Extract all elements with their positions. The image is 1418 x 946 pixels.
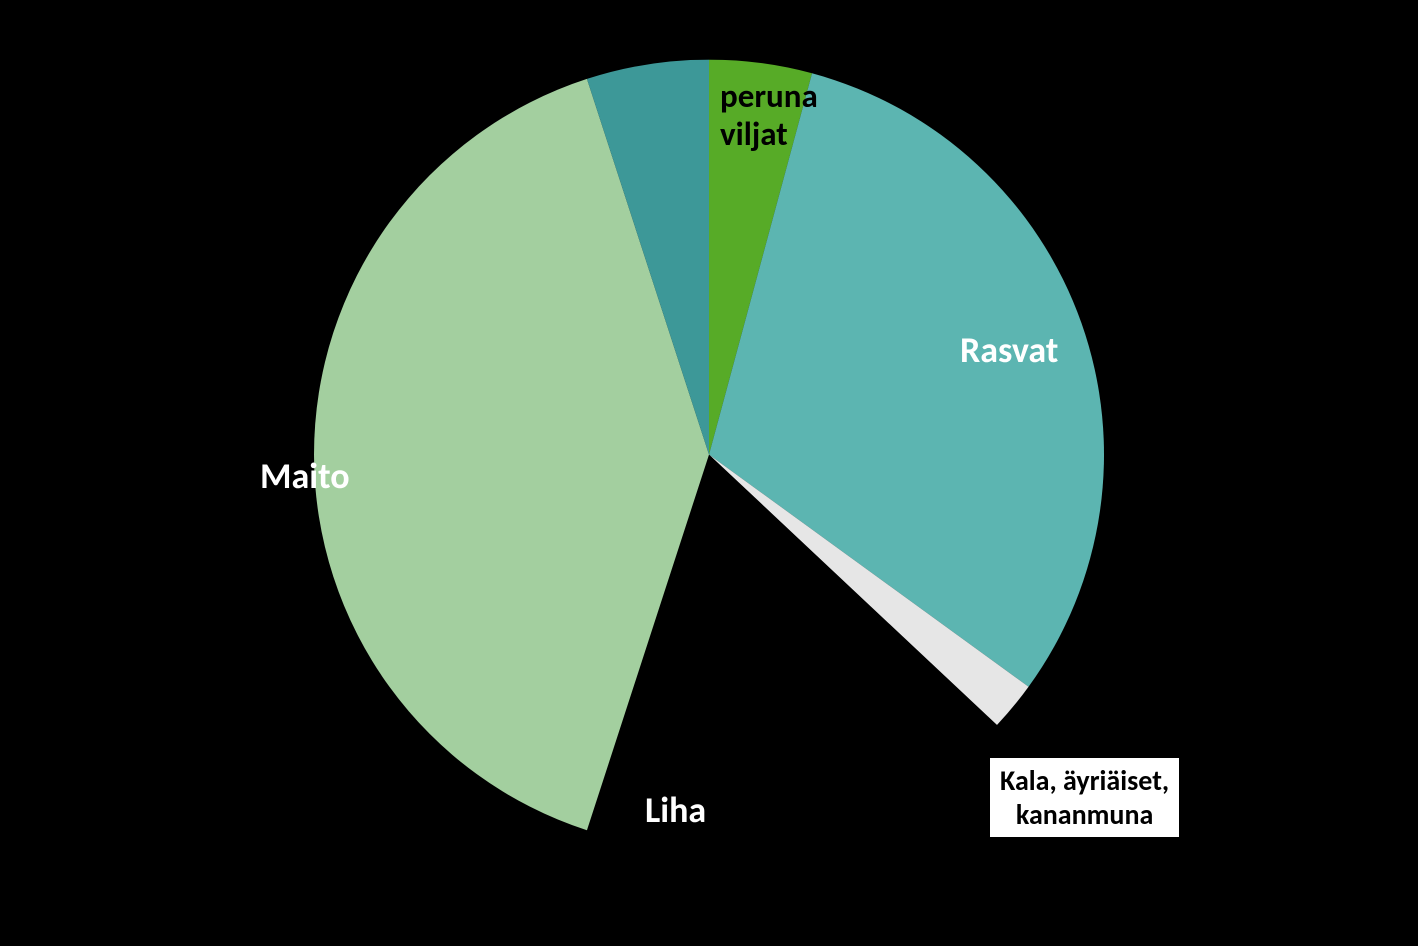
label-kala-line2: kananmuna [1000,798,1169,832]
label-liha: Liha [645,790,706,831]
label-rasvat: Rasvat [960,330,1058,371]
label-kala-line1: Kala, äyriäiset, [1000,764,1169,798]
label-peruna-line2: viljat [720,116,818,154]
label-maito: Maito [260,456,350,497]
label-kala: Kala, äyriäiset, kananmuna [990,758,1179,837]
label-peruna-line1: peruna [720,78,818,116]
pie-chart [314,60,1104,855]
label-peruna-viljat: peruna viljat [720,78,818,154]
pie-svg [314,60,1104,850]
